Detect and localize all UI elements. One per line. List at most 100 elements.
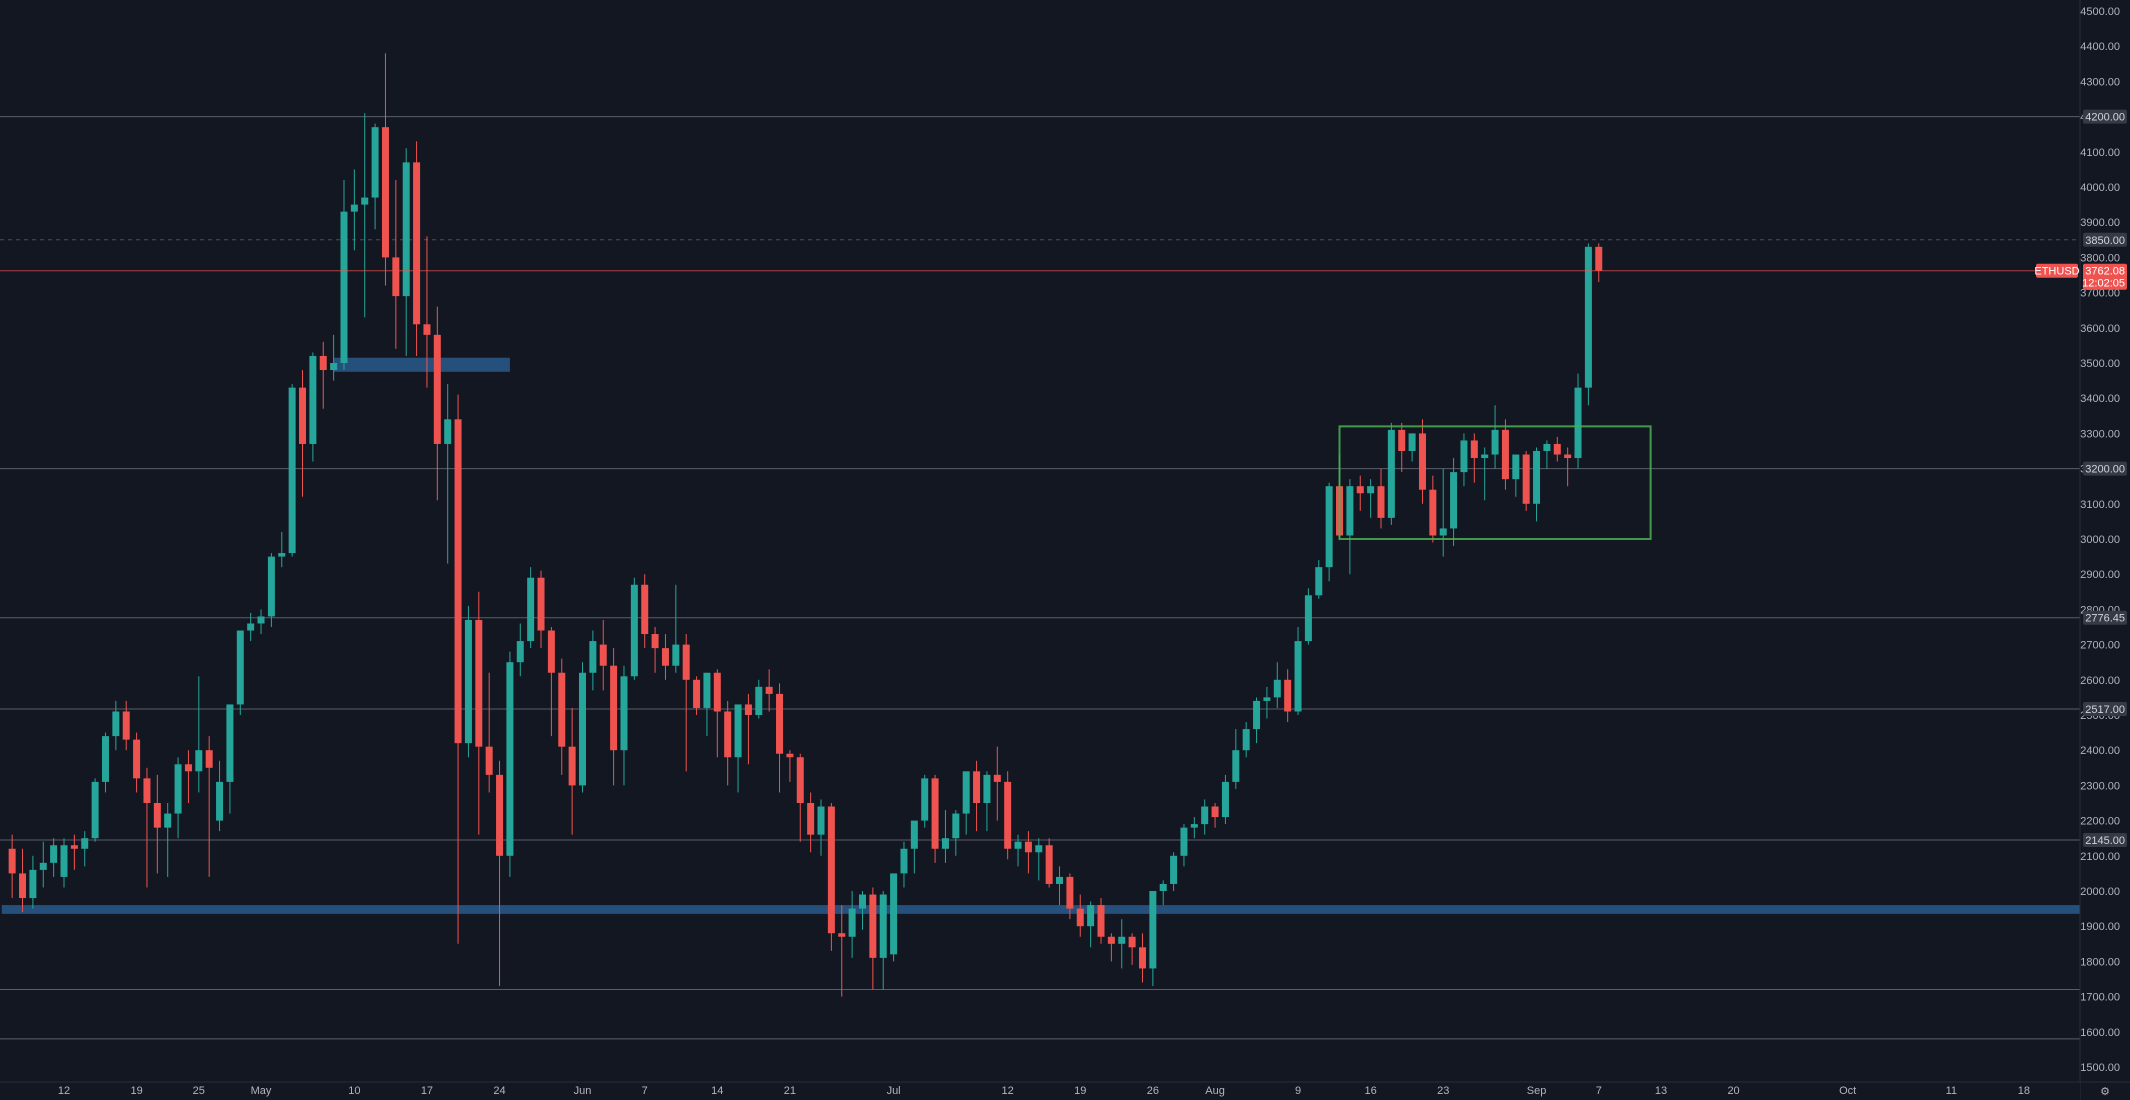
candle-body <box>475 619 483 747</box>
candle-body <box>1543 443 1551 451</box>
support-zone <box>1 905 2080 914</box>
x-tick-label: 20 <box>1727 1085 1739 1097</box>
y-tick-label: 3400.00 <box>2080 393 2120 405</box>
y-tick-label: 3800.00 <box>2080 252 2120 264</box>
level-badge <box>2083 461 2127 476</box>
candle-body <box>610 665 618 751</box>
candle-body <box>101 736 109 782</box>
x-tick-label: May <box>251 1085 272 1097</box>
candle-body <box>1024 841 1032 853</box>
x-tick-label: 10 <box>348 1085 360 1097</box>
candle-body <box>1553 443 1561 455</box>
candle-body <box>1294 641 1302 712</box>
candle-body <box>558 672 566 747</box>
candle-body <box>993 774 1001 782</box>
x-tick-label: Aug <box>1205 1085 1225 1097</box>
x-tick-label: 12 <box>1002 1085 1014 1097</box>
current-price-label: 3762.08 <box>2085 266 2125 278</box>
candle-body <box>1387 429 1395 518</box>
candle-body <box>236 630 244 705</box>
candle-body <box>153 803 161 828</box>
candle-body <box>8 848 16 874</box>
candle-body <box>910 820 918 849</box>
candle-body <box>1429 489 1437 536</box>
candle-body <box>858 894 866 909</box>
candle-body <box>257 616 265 624</box>
candle-body <box>413 162 421 325</box>
candle-body <box>983 774 991 803</box>
candle-body <box>267 556 275 617</box>
y-tick-label: 2200.00 <box>2080 816 2120 828</box>
y-tick-label: 1700.00 <box>2080 992 2120 1004</box>
x-tick-label: 19 <box>130 1085 142 1097</box>
level-badge <box>2083 610 2127 625</box>
candle-body <box>122 711 130 740</box>
candle-body <box>879 894 887 958</box>
candle-body <box>547 630 555 673</box>
x-tick-label: 7 <box>642 1085 648 1097</box>
x-tick-label: 9 <box>1295 1085 1301 1097</box>
candle-body <box>1211 806 1219 818</box>
y-tick-label: 4500.00 <box>2080 6 2120 18</box>
candle-body <box>869 894 877 958</box>
y-tick-label: 2300.00 <box>2080 780 2120 792</box>
y-tick-label: 2400.00 <box>2080 745 2120 757</box>
candle-body <box>496 774 504 856</box>
y-axis[interactable]: 1500.00 1600.00 1700.00 1800.00 1900.00 2000.… <box>2034 0 2130 1100</box>
candle-body <box>1107 936 1115 944</box>
y-tick-label: 1500.00 <box>2080 1062 2120 1074</box>
y-tick-label: 4100.00 <box>2080 147 2120 159</box>
candle-body <box>1087 905 1095 927</box>
candle-body <box>1201 806 1209 825</box>
candle-body <box>1512 454 1520 480</box>
level-badge <box>2083 832 2127 847</box>
candle-body <box>464 619 472 744</box>
x-tick-label: 14 <box>711 1085 723 1097</box>
candle-body <box>1056 876 1064 884</box>
candle-body <box>278 553 286 557</box>
gear-icon[interactable]: ⚙ <box>2100 1086 2110 1098</box>
y-tick-label: 2600.00 <box>2080 675 2120 687</box>
candle-body <box>1408 433 1416 451</box>
candle-body <box>340 211 348 363</box>
candle-body <box>1190 824 1198 828</box>
candle-body <box>672 644 680 666</box>
candle-body <box>651 634 659 649</box>
candle-body <box>1273 679 1281 698</box>
level-badge <box>2083 232 2127 247</box>
candle-body <box>1522 454 1530 504</box>
candle-body <box>133 739 141 779</box>
candle-body <box>112 711 120 737</box>
candle-body <box>848 908 856 937</box>
candle-body <box>81 838 89 849</box>
candle-body <box>423 324 431 335</box>
candle-body <box>1180 827 1188 856</box>
candle-body <box>931 778 939 849</box>
candle-body <box>1097 905 1105 937</box>
candle-body <box>516 641 524 663</box>
candle-body <box>817 806 825 835</box>
level-badge-label: 2517.00 <box>2085 704 2125 716</box>
candle-body <box>392 257 400 297</box>
candle-body <box>1076 908 1084 927</box>
x-tick-label: Sep <box>1527 1085 1547 1097</box>
x-tick-label: 23 <box>1437 1085 1449 1097</box>
candle-body <box>1159 883 1167 891</box>
x-tick-label: 25 <box>193 1085 205 1097</box>
candle-body <box>381 127 389 258</box>
y-tick-label: 3000.00 <box>2080 534 2120 546</box>
level-badge-label: 2145.00 <box>2085 835 2125 847</box>
candle-body <box>1533 451 1541 504</box>
level-badge <box>2083 109 2127 124</box>
candle-body <box>973 771 981 803</box>
candle-body <box>195 750 203 772</box>
y-axis-background <box>2080 0 2130 1100</box>
candle-body <box>1035 845 1043 853</box>
candle-body <box>1170 855 1178 884</box>
y-tick-label: 3500.00 <box>2080 358 2120 370</box>
candle-body <box>1491 429 1499 455</box>
x-axis[interactable]: 12 19 25 May 10 17 24 Jun 7 14 21 Jul 12 19 26 Aug 9 16 23… <box>0 1081 2130 1100</box>
